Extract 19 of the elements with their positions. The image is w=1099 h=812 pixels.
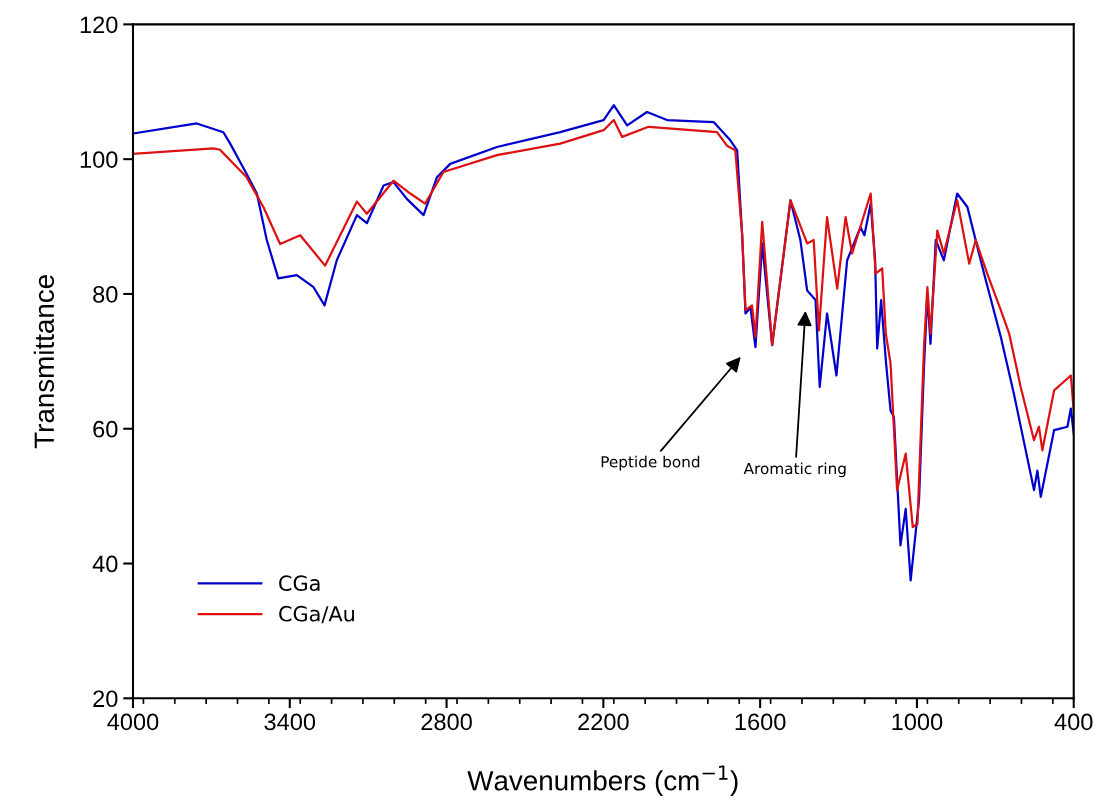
y-tick-label: 40 — [92, 555, 118, 573]
x-tick-label: 1600 — [735, 713, 786, 731]
x-tick-label: 3400 — [264, 713, 316, 731]
x-tick-label: 1000 — [892, 713, 943, 731]
y-tick-label: 60 — [93, 420, 118, 438]
x-axis-title: Wavenumbers (cm$^{−1}$) — [467, 765, 738, 797]
legend-label: CGa/Au — [279, 605, 354, 624]
annotation: Aromatic ring — [743, 462, 846, 478]
y-tick-label: 120 — [80, 16, 118, 34]
y-tick-label: 100 — [80, 151, 118, 168]
legend-label: CGa — [279, 575, 320, 592]
x-tick-label: 4000 — [107, 713, 159, 731]
x-tick-label: 2800 — [421, 713, 472, 731]
y-tick-label: 20 — [93, 690, 118, 708]
x-tick-label: 2200 — [578, 713, 629, 731]
y-axis-title: Transmittance — [33, 275, 55, 449]
x-tick-label: 400 — [1054, 713, 1093, 731]
annotation: Peptide bond — [601, 455, 700, 471]
y-tick-label: 80 — [93, 286, 118, 303]
